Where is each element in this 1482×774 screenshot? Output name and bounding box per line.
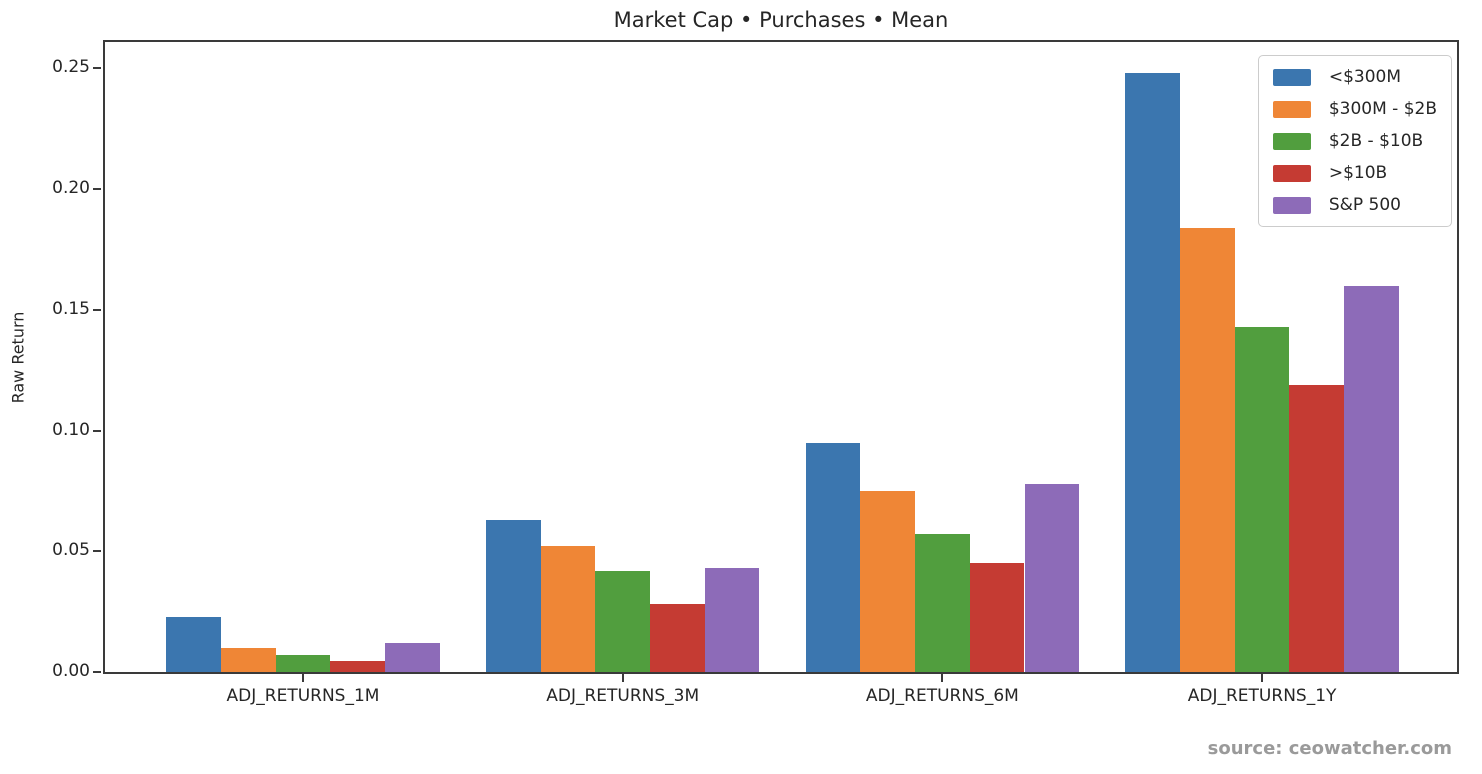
legend-item-300m: <$300M xyxy=(1272,67,1437,87)
bar-300m-2b-adj-returns-6m xyxy=(860,490,916,672)
legend-item-300m-2b: $300M - $2B xyxy=(1272,99,1437,119)
x-tick-label-adj-returns-6m: ADJ_RETURNS_6M xyxy=(865,686,1019,706)
y-tick-mark-0.20 xyxy=(93,188,101,191)
x-tick-mark-adj-returns-6m xyxy=(941,674,944,682)
y-tick-label-0.05: 0.05 xyxy=(52,540,90,561)
legend-item-10b: >$10B xyxy=(1272,163,1437,183)
legend-swatch-2b-10b xyxy=(1272,132,1311,150)
y-tick-label-0.00: 0.00 xyxy=(52,661,90,681)
x-tick-mark-adj-returns-3m xyxy=(621,674,624,682)
legend-label-300m-2b: $300M - $2B xyxy=(1328,99,1437,119)
legend-item-s-p-500: S&P 500 xyxy=(1272,195,1437,215)
legend: <$300M $300M - $2B $2B - $10B >$10B S&P 500 xyxy=(1257,55,1452,227)
legend-swatch-10b xyxy=(1272,164,1311,182)
source-credit: source: ceowatcher.com xyxy=(1207,738,1452,759)
bar-300m-2b-adj-returns-3m xyxy=(540,546,596,672)
chart-title: Market Cap • Purchases • Mean xyxy=(613,8,949,32)
y-tick-label-0.25: 0.25 xyxy=(52,57,90,78)
bar-300m-adj-returns-1y xyxy=(1125,73,1180,672)
bar-2b-10b-adj-returns-3m xyxy=(595,570,651,672)
bar-10b-adj-returns-1y xyxy=(1289,384,1345,672)
bar-s-p-500-adj-returns-1m xyxy=(385,643,440,672)
bar-300m-adj-returns-1m xyxy=(166,616,221,672)
y-tick-mark-0.05 xyxy=(93,550,101,553)
x-tick-label-adj-returns-1y: ADJ_RETURNS_1Y xyxy=(1187,686,1337,706)
y-tick-mark-0.00 xyxy=(93,671,101,673)
x-tick-mark-adj-returns-1m xyxy=(302,674,304,682)
bar-10b-adj-returns-1m xyxy=(330,661,386,672)
legend-item-2b-10b: $2B - $10B xyxy=(1272,131,1437,151)
x-tick-label-adj-returns-3m: ADJ_RETURNS_3M xyxy=(546,686,700,706)
bar-10b-adj-returns-3m xyxy=(650,604,705,672)
x-tick-label-adj-returns-1m: ADJ_RETURNS_1M xyxy=(226,686,380,706)
legend-swatch-s-p-500 xyxy=(1272,196,1311,214)
y-tick-mark-0.10 xyxy=(93,429,101,432)
bar-s-p-500-adj-returns-3m xyxy=(704,568,760,672)
legend-label-2b-10b: $2B - $10B xyxy=(1328,131,1424,151)
y-tick-label-0.15: 0.15 xyxy=(52,298,90,319)
bar-300m-2b-adj-returns-1m xyxy=(221,647,276,672)
bar-300m-adj-returns-3m xyxy=(486,519,541,672)
bar-2b-10b-adj-returns-6m xyxy=(915,534,970,672)
y-tick-mark-0.25 xyxy=(93,67,101,70)
y-tick-mark-0.15 xyxy=(93,308,101,311)
bar-300m-2b-adj-returns-1y xyxy=(1180,227,1235,672)
legend-label-s-p-500: S&P 500 xyxy=(1328,195,1401,215)
bar-s-p-500-adj-returns-1y xyxy=(1344,285,1399,672)
plot-area xyxy=(103,40,1459,674)
legend-label-10b: >$10B xyxy=(1328,163,1388,183)
y-tick-label-0.10: 0.10 xyxy=(52,419,90,440)
y-tick-label-0.20: 0.20 xyxy=(52,178,90,199)
bar-300m-adj-returns-6m xyxy=(805,442,861,672)
bar-2b-10b-adj-returns-1y xyxy=(1234,326,1290,672)
legend-label-300m: <$300M xyxy=(1328,67,1402,87)
bar-2b-10b-adj-returns-1m xyxy=(275,655,331,672)
legend-swatch-300m-2b xyxy=(1272,100,1311,118)
x-tick-mark-adj-returns-1y xyxy=(1261,674,1264,682)
bar-10b-adj-returns-6m xyxy=(969,563,1025,672)
bar-s-p-500-adj-returns-6m xyxy=(1024,483,1080,672)
legend-swatch-300m xyxy=(1272,68,1311,86)
